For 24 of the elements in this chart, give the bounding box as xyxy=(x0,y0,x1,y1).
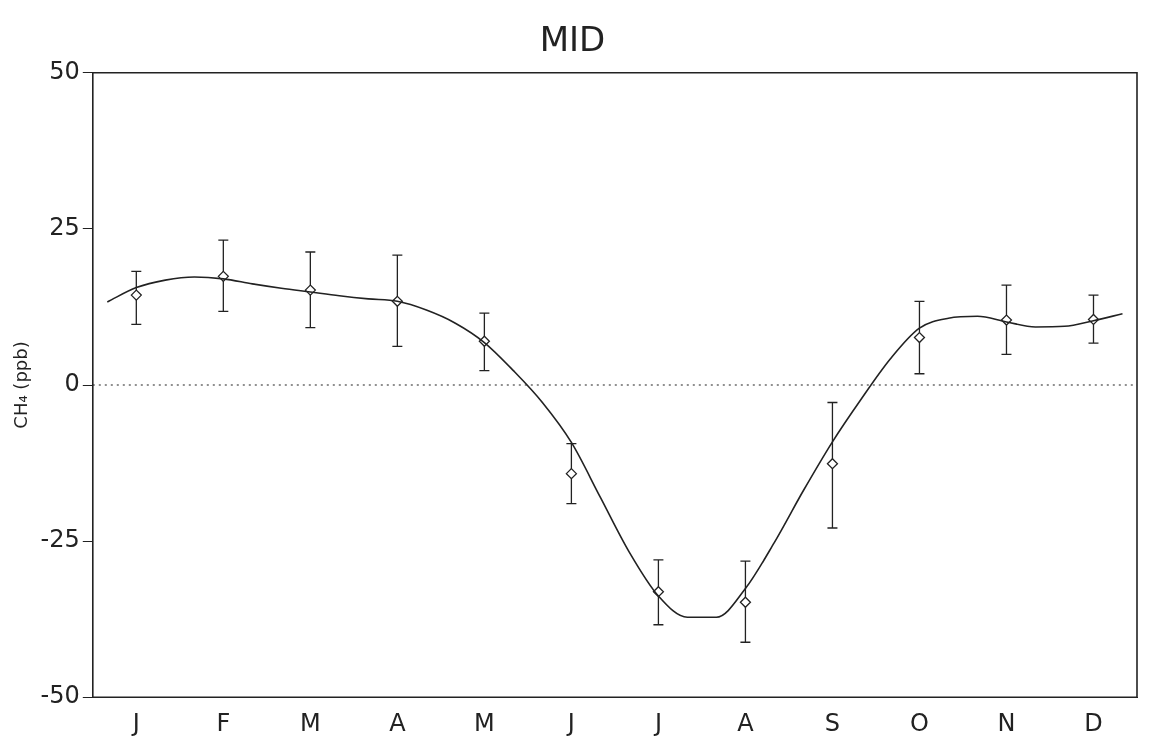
point xyxy=(739,596,752,608)
point xyxy=(913,331,926,344)
point xyxy=(130,289,142,301)
x-tick-label: S xyxy=(824,708,841,737)
x-tick-label: J xyxy=(652,708,662,737)
x-tick-label: N xyxy=(997,708,1016,737)
x-tick-label: J xyxy=(565,708,575,737)
x-tick-label: A xyxy=(389,708,407,737)
y-tick-label: -50 xyxy=(40,681,80,710)
y-tick-label: 50 xyxy=(49,57,80,86)
x-tick-label: M xyxy=(474,708,495,737)
chart-title: MID xyxy=(539,19,606,60)
x-tick-label: J xyxy=(130,708,140,737)
y-tick-label: 0 xyxy=(64,369,80,398)
x-tick-label: F xyxy=(216,708,231,737)
y-tick-label: -25 xyxy=(40,525,80,554)
x-tick-label: D xyxy=(1084,708,1103,737)
x-tick-label: O xyxy=(910,708,929,737)
y-axis-title: CH₄ (ppb) xyxy=(10,341,32,429)
x-tick-label: M xyxy=(299,708,321,737)
y-tick-label: 25 xyxy=(49,213,80,242)
x-tick-label: A xyxy=(737,708,755,737)
point xyxy=(565,468,578,480)
point xyxy=(826,458,839,470)
